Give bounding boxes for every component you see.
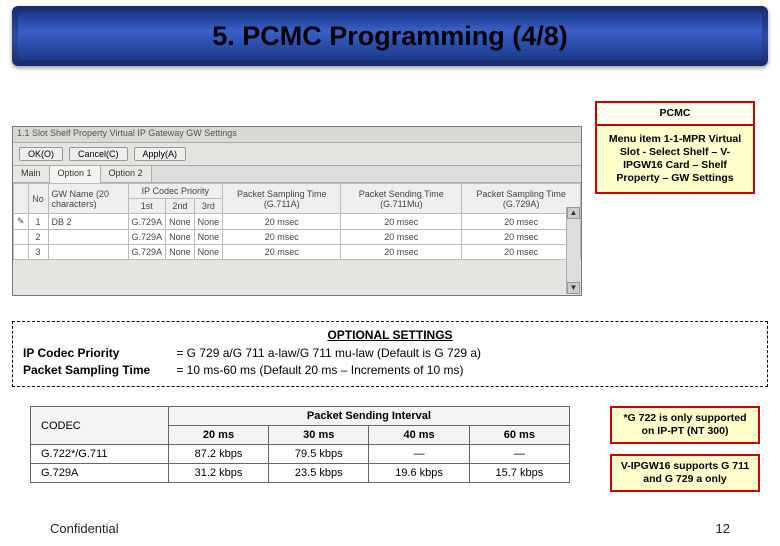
codec-row-label: G.729A	[31, 464, 169, 483]
opt-row1-label: IP Codec Priority	[23, 346, 173, 360]
optional-settings-box: OPTIONAL SETTINGS IP Codec Priority = G …	[12, 321, 768, 387]
codec-row: G.722*/G.711 87.2 kbps 79.5 kbps — —	[31, 445, 570, 464]
slide-title-bar: 5. PCMC Programming (4/8)	[12, 6, 768, 66]
table-row[interactable]: 3 G.729A None None 20 msec 20 msec 20 ms…	[14, 245, 581, 260]
footer-page-number: 12	[716, 521, 730, 536]
pcmc-callout-body: Menu item 1-1-MPR Virtual Slot - Select …	[595, 124, 755, 194]
tab-option1[interactable]: Option 1	[50, 166, 101, 183]
footer-confidential: Confidential	[50, 521, 119, 536]
ok-button[interactable]: OK(O)	[19, 147, 63, 161]
col-1st: 1st	[128, 199, 166, 214]
col-blank	[14, 184, 29, 214]
pcmc-app-window: 1.1 Slot Shelf Property Virtual IP Gatew…	[12, 126, 582, 296]
opt-row1-value: = G 729 a/G 711 a-law/G 711 mu-law (Defa…	[176, 346, 481, 360]
codec-col-1: 30 ms	[269, 426, 369, 445]
app-titlebar: 1.1 Slot Shelf Property Virtual IP Gatew…	[13, 127, 581, 143]
app-button-row: OK(O) Cancel(C) Apply(A)	[13, 143, 581, 165]
opt-row2-value: = 10 ms-60 ms (Default 20 ms – Increment…	[176, 363, 463, 377]
gw-settings-grid: No GW Name (20 characters) IP Codec Prio…	[13, 183, 581, 260]
codec-table: CODEC Packet Sending Interval 20 ms 30 m…	[30, 406, 570, 483]
tab-main[interactable]: Main	[13, 166, 50, 182]
codec-col-0: 20 ms	[168, 426, 268, 445]
app-tabs: Main Option 1 Option 2	[13, 165, 581, 183]
codec-col-2: 40 ms	[369, 426, 469, 445]
codec-title: Packet Sending Interval	[168, 407, 569, 426]
note-vipgw16: V-IPGW16 supports G 711 and G 729 a only	[610, 454, 760, 492]
tab-option2[interactable]: Option 2	[101, 166, 152, 182]
table-row[interactable]: 2 G.729A None None 20 msec 20 msec 20 ms…	[14, 230, 581, 245]
opt-row2-label: Packet Sampling Time	[23, 363, 173, 377]
note-g722: *G 722 is only supported on IP-PT (NT 30…	[610, 406, 760, 444]
grid-body: ✎ 1 DB 2 G.729A None None 20 msec 20 mse…	[14, 214, 581, 260]
codec-table-wrap: CODEC Packet Sending Interval 20 ms 30 m…	[30, 406, 570, 483]
col-pst-729a: Packet Sampling Time (G.729A)	[462, 184, 581, 214]
codec-header: CODEC	[31, 407, 169, 445]
col-pst-711mu: Packet Sending Time (G.711Mu)	[341, 184, 462, 214]
scroll-down-icon[interactable]: ▼	[567, 282, 580, 294]
col-2nd: 2nd	[166, 199, 195, 214]
table-row[interactable]: ✎ 1 DB 2 G.729A None None 20 msec 20 mse…	[14, 214, 581, 230]
slide-title: 5. PCMC Programming (4/8)	[212, 21, 568, 52]
codec-col-3: 60 ms	[469, 426, 569, 445]
col-no: No	[28, 184, 48, 214]
apply-button[interactable]: Apply(A)	[134, 147, 187, 161]
codec-row-label: G.722*/G.711	[31, 445, 169, 464]
col-group-codec: IP Codec Priority	[128, 184, 223, 199]
cancel-button[interactable]: Cancel(C)	[69, 147, 128, 161]
col-gwname: GW Name (20 characters)	[48, 184, 128, 214]
col-pst-711a: Packet Sampling Time (G.711A)	[223, 184, 341, 214]
scrollbar[interactable]: ▲ ▼	[566, 207, 580, 294]
pcmc-callout-header: PCMC	[595, 101, 755, 126]
codec-row: G.729A 31.2 kbps 23.5 kbps 19.6 kbps 15.…	[31, 464, 570, 483]
optional-header: OPTIONAL SETTINGS	[23, 328, 757, 342]
scroll-up-icon[interactable]: ▲	[567, 207, 580, 219]
col-3rd: 3rd	[194, 199, 223, 214]
